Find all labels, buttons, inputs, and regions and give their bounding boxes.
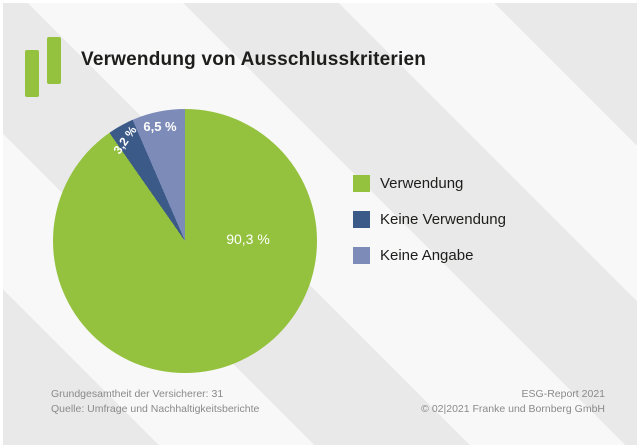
footer-quelle: Quelle: Umfrage und Nachhaltigkeitsberic… [51,403,260,415]
chart-title: Verwendung von Ausschlusskriterien [81,49,427,70]
legend: Verwendung Keine Verwendung Keine Angabe [353,175,506,283]
legend-item-keine-verwendung: Keine Verwendung [353,211,506,228]
pie-chart-area: 90,3 % 3,2 % 6,5 % [53,109,317,373]
footer-report-title: ESG-Report 2021 [521,388,605,400]
logo-bar-icon [47,37,61,84]
slice-label-keine-angabe: 6,5 % [143,119,177,134]
franke-bornberg-logo [25,37,65,97]
slice-label-verwendung: 90,3 % [226,231,270,247]
footer-copyright: © 02|2021 Franke und Bornberg GmbH [421,403,605,415]
footer-population: Grundgesamtheit der Versicherer: 31 [51,388,224,400]
legend-item-keine-angabe: Keine Angabe [353,247,506,264]
legend-label: Verwendung [380,175,464,192]
pie-chart [53,109,317,373]
legend-item-verwendung: Verwendung [353,175,506,192]
legend-swatch-keine-verwendung [353,211,370,228]
legend-swatch-verwendung [353,175,370,192]
legend-swatch-keine-angabe [353,247,370,264]
footer-source: Grundgesamtheit der Versicherer: 31 Quel… [51,387,259,417]
footer-report-info: ESG-Report 2021 © 02|2021 Franke und Bor… [421,387,605,417]
legend-label: Keine Verwendung [380,211,506,228]
legend-label: Keine Angabe [380,247,474,264]
logo-bar-icon [25,50,39,97]
